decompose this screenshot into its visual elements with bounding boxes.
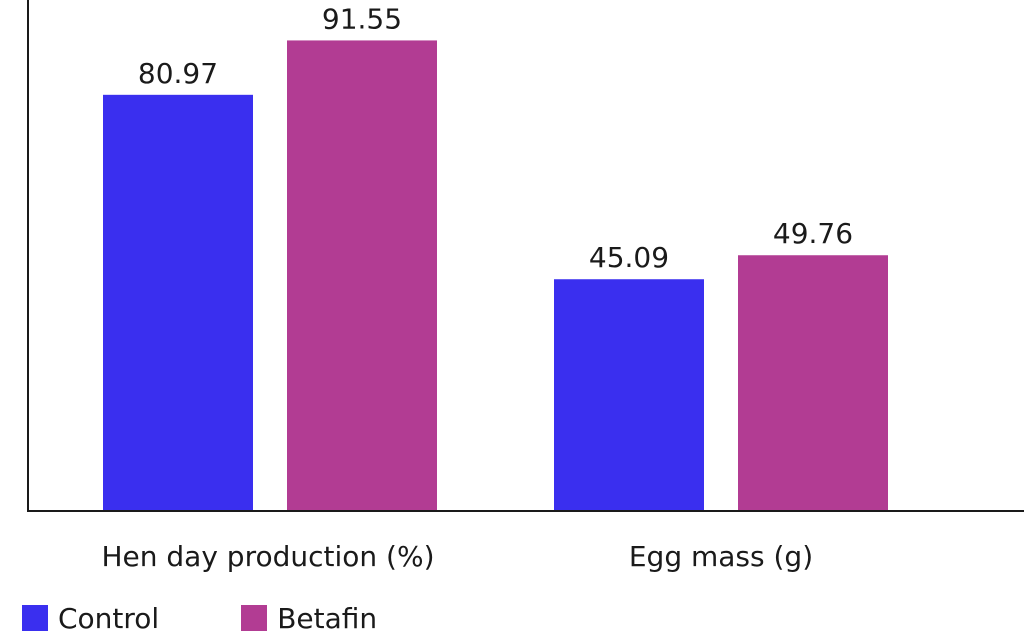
bar-betafin-1: [738, 255, 888, 511]
value-labels-group: 80.97 45.09 91.55 49.76: [138, 2, 853, 274]
legend: Control Betafin: [0, 600, 437, 636]
legend-swatch-control: [22, 605, 48, 631]
value-label-betafin-1: 49.76: [773, 217, 853, 250]
chart: 80.97 45.09 91.55 49.76 Hen day production …: [27, 0, 1024, 573]
bar-control-0: [103, 94, 253, 511]
value-label-control-1: 45.09: [589, 241, 669, 274]
value-label-betafin-0: 91.55: [322, 2, 402, 35]
bar-control-1: [554, 279, 704, 511]
legend-label-betafin: Betafin: [277, 601, 378, 635]
category-label-0: Hen day production (%): [101, 540, 434, 573]
category-label-1: Egg mass (g): [629, 540, 813, 573]
legend-label-control: Control: [58, 601, 160, 635]
legend-swatch-betafin: [241, 605, 268, 631]
legend-item-betafin: Betafin: [219, 602, 377, 635]
bar-betafin-0: [287, 40, 437, 512]
bars-group: [103, 40, 888, 512]
category-labels-group: Hen day production (%) Egg mass (g): [101, 540, 813, 573]
legend-item-control: Control: [0, 602, 159, 635]
value-label-control-0: 80.97: [138, 57, 218, 90]
